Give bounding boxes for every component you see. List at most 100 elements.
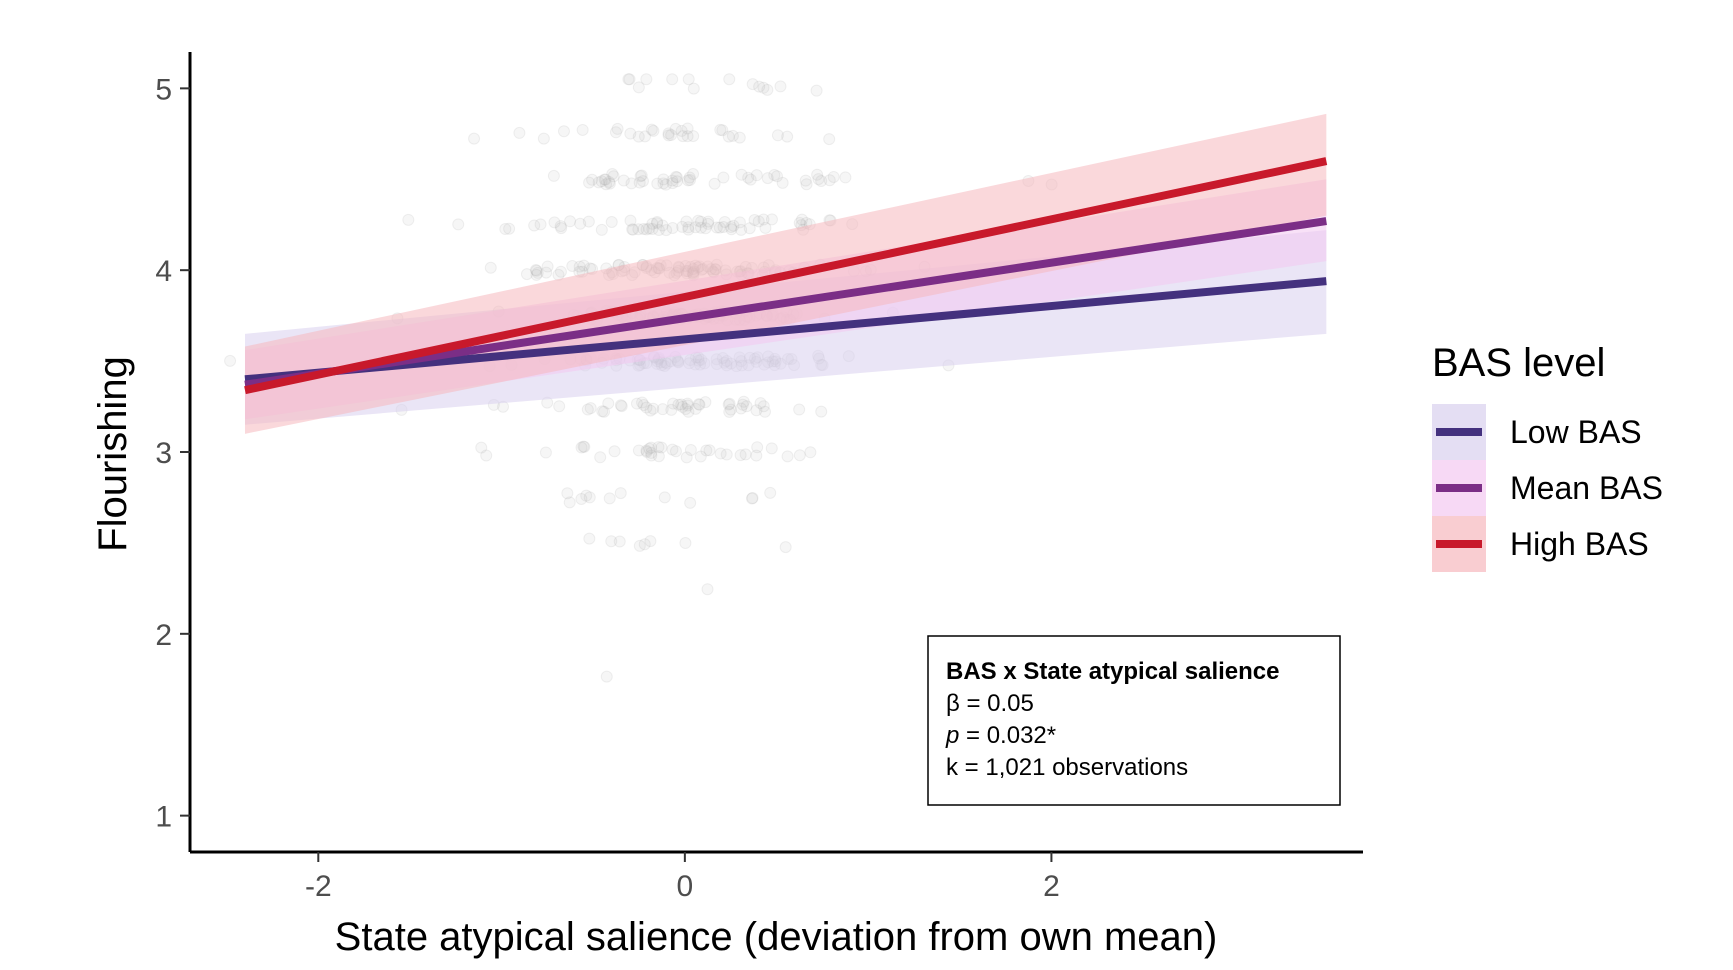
observation-point xyxy=(615,400,628,413)
observation-point xyxy=(622,73,635,86)
observation-point xyxy=(634,170,647,183)
observation-point xyxy=(513,126,526,139)
observation-point xyxy=(633,176,646,189)
observation-point xyxy=(734,449,747,462)
observation-point xyxy=(575,441,588,454)
observation-point xyxy=(561,487,574,500)
observation-point xyxy=(656,403,669,416)
observation-point xyxy=(651,215,664,228)
observation-point xyxy=(736,398,749,411)
observation-point xyxy=(680,451,693,464)
observation-point xyxy=(815,175,828,188)
observation-point xyxy=(675,398,688,411)
observation-point xyxy=(603,492,616,505)
observation-point xyxy=(761,172,774,185)
observation-point xyxy=(632,223,645,236)
annotation-p: p = 0.032* xyxy=(945,722,1056,749)
observation-point xyxy=(452,218,465,231)
observation-point xyxy=(529,263,542,276)
observation-point xyxy=(605,535,618,548)
observation-point xyxy=(666,221,679,234)
y-tick-label: 1 xyxy=(155,801,172,834)
observation-point xyxy=(626,223,639,236)
observation-point xyxy=(793,449,806,462)
observation-point xyxy=(577,259,590,272)
observation-point xyxy=(638,130,651,143)
observation-point xyxy=(717,221,730,234)
x-tick-label: 2 xyxy=(1043,870,1060,903)
observation-point xyxy=(757,400,770,413)
observation-point xyxy=(499,223,512,236)
observation-point xyxy=(701,583,714,596)
observation-point xyxy=(725,223,738,236)
observation-point xyxy=(681,399,694,412)
observation-point xyxy=(665,403,678,416)
observation-point xyxy=(753,80,766,93)
observation-point xyxy=(603,175,616,188)
observation-point xyxy=(595,223,608,236)
observation-point xyxy=(743,222,756,235)
observation-point xyxy=(632,444,645,457)
observation-point xyxy=(714,447,727,460)
observation-point xyxy=(718,215,731,228)
observation-point xyxy=(607,170,620,183)
legend-items: Low BAS Mean BAS High BAS xyxy=(1432,404,1663,572)
observation-point xyxy=(646,217,659,230)
observation-point xyxy=(632,130,645,143)
observation-point xyxy=(810,84,823,97)
observation-point xyxy=(682,405,695,418)
observation-point xyxy=(598,173,611,186)
observation-point xyxy=(655,441,668,454)
observation-point xyxy=(645,449,658,462)
observation-point xyxy=(682,73,695,86)
observation-point xyxy=(541,260,554,273)
observation-point xyxy=(764,486,777,499)
observation-point xyxy=(676,220,689,233)
observation-point xyxy=(662,127,675,140)
observation-point xyxy=(666,73,679,86)
observation-point xyxy=(666,177,679,190)
legend-title: BAS level xyxy=(1432,341,1605,385)
observation-point xyxy=(750,169,763,182)
observation-point xyxy=(727,219,740,232)
observation-point xyxy=(811,168,824,181)
observation-point xyxy=(692,398,705,411)
observation-point xyxy=(583,176,596,189)
observation-point xyxy=(624,127,637,140)
observation-point xyxy=(564,215,577,228)
observation-point xyxy=(665,129,678,142)
observation-point xyxy=(724,403,737,416)
observation-point xyxy=(640,444,653,457)
annotation-title: BAS x State atypical salience xyxy=(946,658,1280,685)
observation-point xyxy=(793,403,806,416)
observation-point xyxy=(670,171,683,184)
observation-point xyxy=(744,173,757,186)
observation-point xyxy=(640,401,653,414)
observation-point xyxy=(693,398,706,411)
observation-point xyxy=(695,221,708,234)
observation-point xyxy=(584,402,597,415)
observation-point xyxy=(503,222,516,235)
observation-point xyxy=(638,538,651,551)
observation-point xyxy=(658,491,671,504)
observation-point xyxy=(735,402,748,415)
observation-point xyxy=(595,175,608,188)
observation-point xyxy=(746,78,759,91)
observation-point xyxy=(599,173,612,186)
observation-point xyxy=(695,215,708,228)
observation-point xyxy=(586,173,599,186)
observation-point xyxy=(534,218,547,231)
legend: BAS level Low BAS Mean BAS High BAS xyxy=(1432,341,1663,572)
observation-point xyxy=(624,214,637,227)
observation-point xyxy=(687,168,700,181)
observation-point xyxy=(594,451,607,464)
observation-point xyxy=(759,221,772,234)
observation-point xyxy=(666,174,679,187)
observation-point xyxy=(684,443,697,456)
observation-point xyxy=(652,441,665,454)
observation-point xyxy=(667,397,680,410)
observation-point xyxy=(750,404,763,417)
observation-point xyxy=(582,215,595,228)
observation-point xyxy=(681,397,694,410)
observation-point xyxy=(606,167,619,180)
